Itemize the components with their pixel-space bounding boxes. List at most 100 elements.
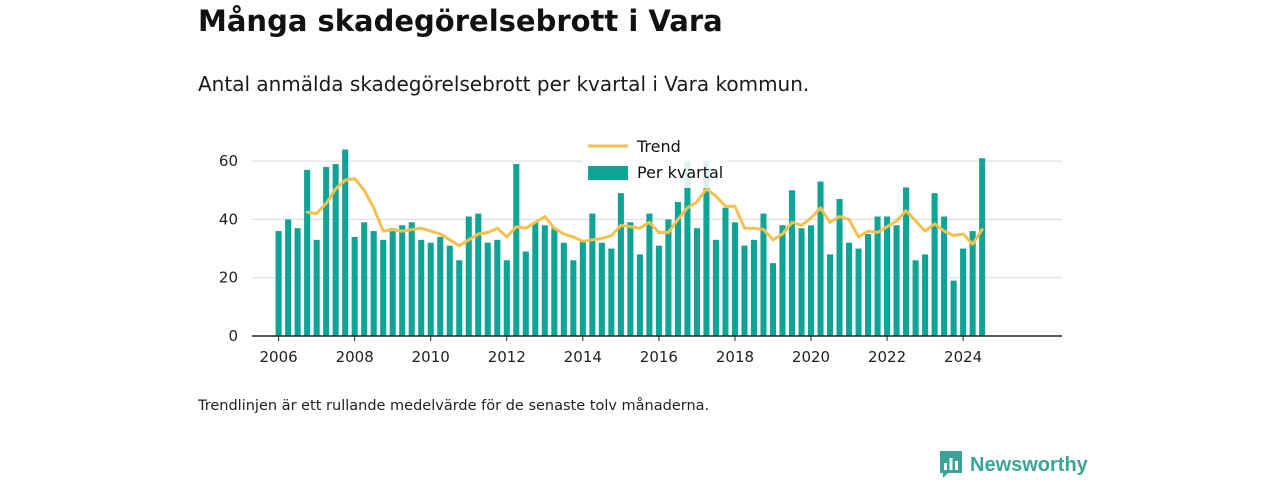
bar-2022 — [884, 216, 891, 336]
bar-2019.25 — [779, 225, 786, 336]
bar-2017.75 — [722, 207, 729, 336]
bar-2013 — [541, 225, 548, 336]
bar-2018 — [731, 222, 738, 336]
bar-2021.25 — [855, 248, 862, 336]
bar-2010 — [427, 242, 434, 336]
x-tick-label-2014: 2014 — [564, 348, 602, 366]
bar-2015.5 — [636, 254, 643, 336]
bar-2013.25 — [551, 228, 558, 336]
bar-2017 — [693, 228, 700, 336]
y-tick-label-20: 20 — [219, 269, 238, 287]
chart-title: Många skadegörelsebrott i Vara — [198, 4, 723, 38]
x-tick-label-2010: 2010 — [412, 348, 450, 366]
bar-2012.5 — [522, 251, 529, 336]
legend: Trend Per kvartal — [582, 134, 728, 188]
grid-lines: 0 20 40 60 — [219, 152, 1062, 345]
bar-2006.75 — [304, 169, 311, 336]
bar-2008 — [351, 236, 358, 336]
bar-2010.5 — [446, 245, 453, 336]
x-tick-label-2018: 2018 — [716, 348, 754, 366]
bar-2010.75 — [456, 260, 463, 336]
bar-2020.25 — [817, 181, 824, 336]
bar-2019.75 — [798, 228, 805, 336]
axes: 2006 2008 2010 2012 2014 2016 2018 2020 2022 2024 — [252, 335, 1062, 366]
bar-2021 — [846, 242, 853, 336]
bar-2019.5 — [788, 190, 796, 336]
bar-2021.5 — [865, 234, 872, 336]
bar-2011.75 — [494, 239, 501, 336]
bar-2007 — [313, 239, 320, 336]
bar-2014 — [579, 239, 586, 336]
bar-2015.75 — [646, 213, 653, 336]
bar-2009.25 — [399, 225, 406, 336]
bars — [275, 149, 986, 336]
bar-2012 — [503, 260, 510, 336]
x-tick-label-2024: 2024 — [944, 348, 982, 366]
bar-2006 — [275, 231, 282, 336]
bar-2019 — [769, 263, 777, 336]
bar-2020 — [807, 225, 815, 336]
bar-2016.25 — [665, 219, 672, 336]
trend-line-group — [305, 177, 984, 248]
x-tick-label-2006: 2006 — [260, 348, 298, 366]
bar-2009 — [389, 228, 396, 336]
bar-2015.25 — [627, 222, 634, 336]
bar-2012.25 — [513, 164, 520, 336]
x-tick-label-2008: 2008 — [336, 348, 374, 366]
x-tick-label-2012: 2012 — [488, 348, 526, 366]
bar-2023.5 — [941, 216, 948, 336]
bar-2024.5 — [979, 158, 986, 336]
bar-2016 — [655, 245, 662, 336]
bar-2023.75 — [950, 280, 957, 336]
bar-2007.75 — [342, 149, 349, 336]
legend-label-trend: Trend — [636, 137, 681, 156]
bar-2011 — [465, 216, 472, 336]
bar-2011.5 — [484, 242, 491, 336]
bar-2009.75 — [418, 239, 425, 336]
bar-2014.5 — [598, 242, 605, 336]
bar-2013.75 — [570, 260, 577, 336]
x-tick-label-2016: 2016 — [640, 348, 678, 366]
bar-2009.5 — [408, 222, 415, 336]
bar-2008.25 — [361, 222, 368, 336]
bar-2008.75 — [380, 239, 387, 336]
bar-2008.5 — [370, 231, 377, 336]
bar-2011.25 — [475, 213, 482, 336]
bar-2010.25 — [437, 236, 444, 336]
y-tick-label-40: 40 — [219, 210, 238, 228]
bar-2006.5 — [294, 228, 301, 336]
legend-label-per-kvartal: Per kvartal — [637, 163, 723, 182]
bar-2023.25 — [931, 193, 938, 336]
bar-2017.25 — [703, 161, 710, 336]
bar-2007.5 — [332, 164, 339, 336]
y-tick-label-0: 0 — [228, 327, 238, 345]
y-tick-label-60: 60 — [219, 152, 238, 170]
footnote: Trendlinjen är ett rullande medelvärde f… — [198, 398, 710, 414]
bar-2015 — [617, 193, 624, 336]
bar-2018.5 — [750, 239, 758, 336]
x-tick-label-2020: 2020 — [792, 348, 830, 366]
chart-subtitle: Antal anmälda skadegörelsebrott per kvar… — [198, 72, 810, 96]
bar-2020.5 — [826, 254, 834, 336]
bar-2006.25 — [285, 219, 292, 336]
bar-2007.25 — [323, 166, 330, 336]
bar-2014.25 — [589, 213, 596, 336]
bar-2022.75 — [912, 260, 919, 336]
bar-2021.75 — [874, 216, 881, 336]
bar-2024 — [960, 248, 967, 336]
x-tick-label-2022: 2022 — [868, 348, 906, 366]
newsworthy-logo[interactable]: Newsworthy — [940, 451, 1088, 479]
bar-2018.75 — [760, 213, 767, 336]
bar-2022.25 — [893, 225, 900, 336]
bar-2024.25 — [969, 231, 976, 336]
bar-2017.5 — [712, 239, 719, 336]
trend-line — [305, 177, 984, 248]
bar-2016.5 — [674, 201, 681, 336]
quarterly-bar-chart: 0 20 40 60 2006 2008 2010 2012 2014 2016 2018 2020… — [218, 134, 1062, 366]
bar-2023 — [922, 254, 929, 336]
newsworthy-logo-text: Newsworthy — [970, 453, 1088, 476]
legend-swatch-per-kvartal — [588, 166, 628, 180]
newsworthy-logo-icon — [940, 451, 962, 478]
bar-2012.75 — [532, 222, 539, 336]
bar-2013.5 — [560, 242, 567, 336]
